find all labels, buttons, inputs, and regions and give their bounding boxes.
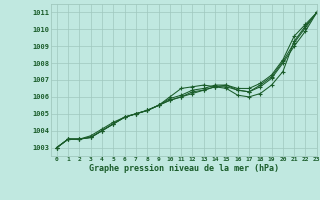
X-axis label: Graphe pression niveau de la mer (hPa): Graphe pression niveau de la mer (hPa) [89, 164, 279, 173]
